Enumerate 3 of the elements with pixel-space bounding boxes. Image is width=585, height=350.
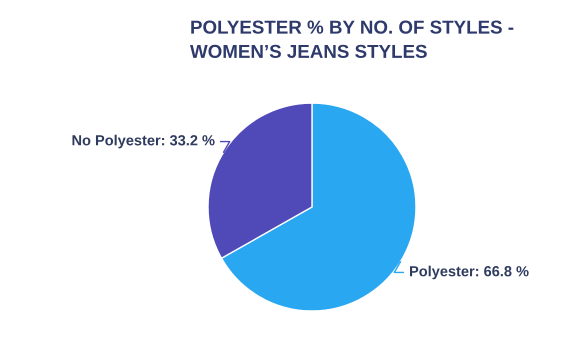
slice-label: No Polyester: 33.2 %	[72, 134, 215, 148]
chart-title: POLYESTER % BY NO. OF STYLES - WOMEN’S JEANS STYLES	[190, 20, 514, 58]
slice-label: Polyester: 66.8 %	[410, 266, 529, 280]
